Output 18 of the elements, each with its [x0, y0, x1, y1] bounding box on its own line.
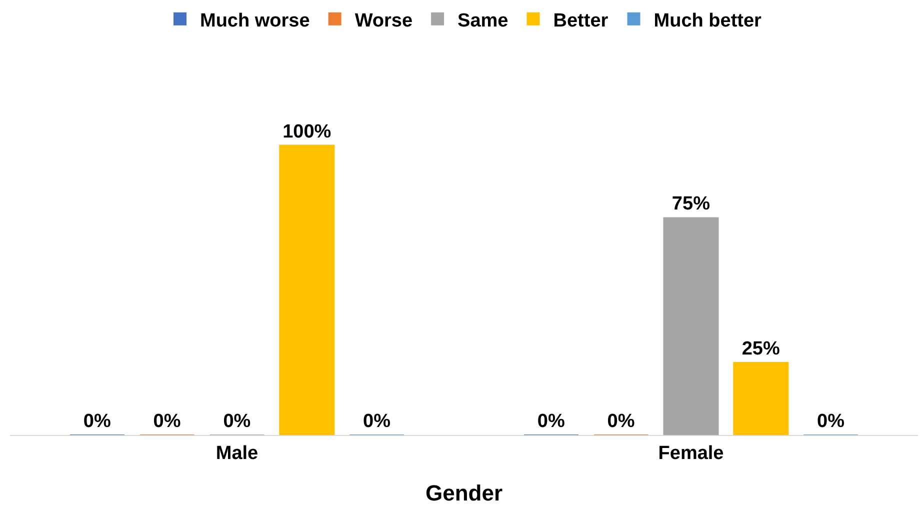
data-label: 0%	[607, 411, 635, 432]
x-tick-label: Female	[658, 442, 724, 464]
data-label: 0%	[537, 411, 565, 432]
data-label: 0%	[817, 411, 845, 432]
data-label: 0%	[83, 411, 111, 432]
legend-label: Much better	[654, 10, 762, 32]
legend-label: Much worse	[200, 10, 310, 32]
data-label: 0%	[363, 411, 391, 432]
data-label: 0%	[223, 411, 251, 432]
data-label: 25%	[742, 338, 780, 360]
data-label: 100%	[282, 121, 332, 142]
legend-label: Better	[553, 10, 609, 32]
legend-label: Worse	[354, 10, 413, 32]
x-tick-label: Male	[216, 442, 258, 464]
legend-label: Same	[458, 10, 508, 32]
data-label: 0%	[153, 411, 181, 432]
data-label: 75%	[672, 194, 710, 215]
x-axis-title: Gender	[425, 480, 503, 506]
